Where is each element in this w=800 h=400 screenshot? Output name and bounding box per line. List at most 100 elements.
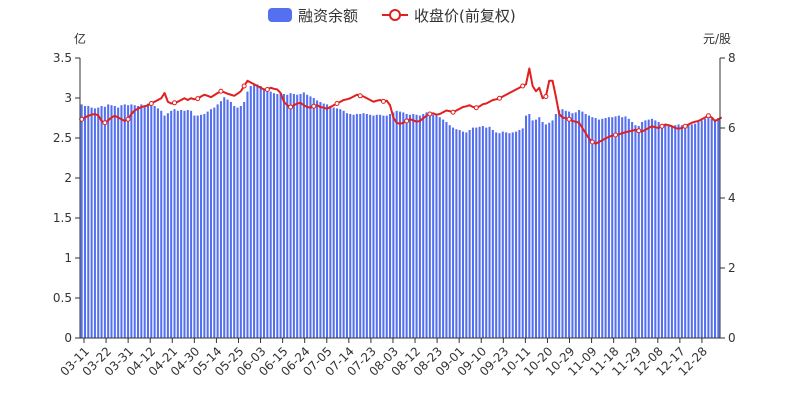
legend-label-line: 收盘价(前复权) — [414, 6, 516, 25]
right-tick-label: 8 — [728, 51, 736, 65]
bar — [355, 114, 358, 338]
bar — [286, 94, 289, 338]
bar — [349, 114, 352, 338]
bar — [594, 118, 597, 338]
bar — [127, 105, 130, 338]
bar — [369, 114, 372, 338]
bar — [558, 110, 561, 338]
bar — [561, 109, 564, 338]
right-tick-label: 2 — [728, 261, 736, 275]
bar — [93, 108, 96, 339]
price-point — [566, 116, 572, 122]
bar — [408, 114, 411, 338]
bar — [186, 110, 189, 338]
bar — [256, 84, 259, 339]
bar — [677, 124, 680, 339]
price-point — [659, 123, 665, 129]
bar — [146, 103, 150, 338]
price-point — [613, 132, 619, 138]
legend-item-close-price[interactable]: 收盘价(前复权) — [382, 5, 516, 25]
bar — [647, 119, 650, 338]
bar — [379, 114, 382, 338]
price-point — [589, 139, 595, 145]
bar — [382, 115, 385, 338]
bar — [405, 114, 408, 338]
bar — [534, 119, 537, 338]
left-tick-label: 3 — [64, 91, 72, 105]
bar — [209, 109, 213, 338]
bar — [226, 99, 229, 338]
bar — [133, 105, 136, 338]
bar — [521, 128, 524, 338]
price-point — [264, 87, 270, 92]
bar — [650, 118, 654, 338]
bar — [478, 126, 481, 338]
price-point — [520, 83, 526, 89]
left-tick-label: 1 — [64, 251, 72, 265]
price-point — [404, 118, 410, 124]
bar — [455, 129, 458, 338]
bar — [581, 111, 584, 338]
bar-series — [80, 83, 720, 339]
bar — [488, 126, 491, 338]
bar — [491, 130, 494, 338]
right-tick-label: 6 — [728, 121, 736, 135]
bar — [694, 123, 697, 338]
bar — [372, 115, 375, 338]
bar — [375, 114, 378, 338]
left-tick-label: 3.5 — [53, 51, 72, 65]
price-point — [241, 83, 247, 89]
bar — [617, 115, 620, 338]
bar — [183, 110, 186, 338]
price-point — [636, 128, 642, 134]
bar — [312, 98, 315, 338]
bar — [150, 104, 153, 339]
bar — [345, 113, 348, 338]
bar — [700, 120, 703, 339]
bar — [160, 110, 163, 338]
bar — [604, 118, 607, 338]
bar — [664, 125, 667, 338]
bar — [143, 105, 146, 338]
bar — [193, 115, 196, 338]
bar — [571, 113, 574, 338]
bar — [173, 109, 176, 338]
bar — [219, 101, 222, 338]
line-swatch-icon — [382, 8, 408, 22]
legend-item-margin-balance[interactable]: 融资余额 — [268, 5, 358, 25]
bar — [90, 107, 93, 338]
bar — [538, 117, 541, 338]
bar — [428, 114, 431, 338]
bar — [657, 122, 660, 338]
bar — [292, 94, 295, 338]
bar — [302, 92, 305, 339]
bar — [395, 110, 398, 338]
bar — [276, 94, 279, 338]
bar — [362, 113, 365, 338]
price-point — [705, 113, 711, 119]
bar — [435, 115, 438, 338]
bar — [684, 126, 687, 338]
bar — [253, 83, 256, 338]
left-axis-unit: 亿 — [74, 32, 87, 46]
bar — [236, 107, 239, 338]
bar — [389, 114, 392, 338]
bar — [97, 107, 100, 338]
bar — [196, 115, 199, 338]
bar — [282, 94, 285, 338]
legend: 融资余额 收盘价(前复权) — [0, 5, 800, 25]
bar — [425, 112, 428, 339]
bar — [697, 122, 700, 338]
price-point — [288, 104, 294, 110]
bar — [339, 109, 342, 338]
bar — [113, 106, 116, 338]
bar — [518, 130, 521, 338]
left-tick-label: 1.5 — [53, 211, 72, 225]
bar — [243, 102, 246, 338]
bar — [637, 126, 640, 338]
bar — [607, 117, 610, 338]
bar — [216, 104, 219, 339]
bar — [422, 114, 425, 338]
bar — [153, 106, 156, 338]
